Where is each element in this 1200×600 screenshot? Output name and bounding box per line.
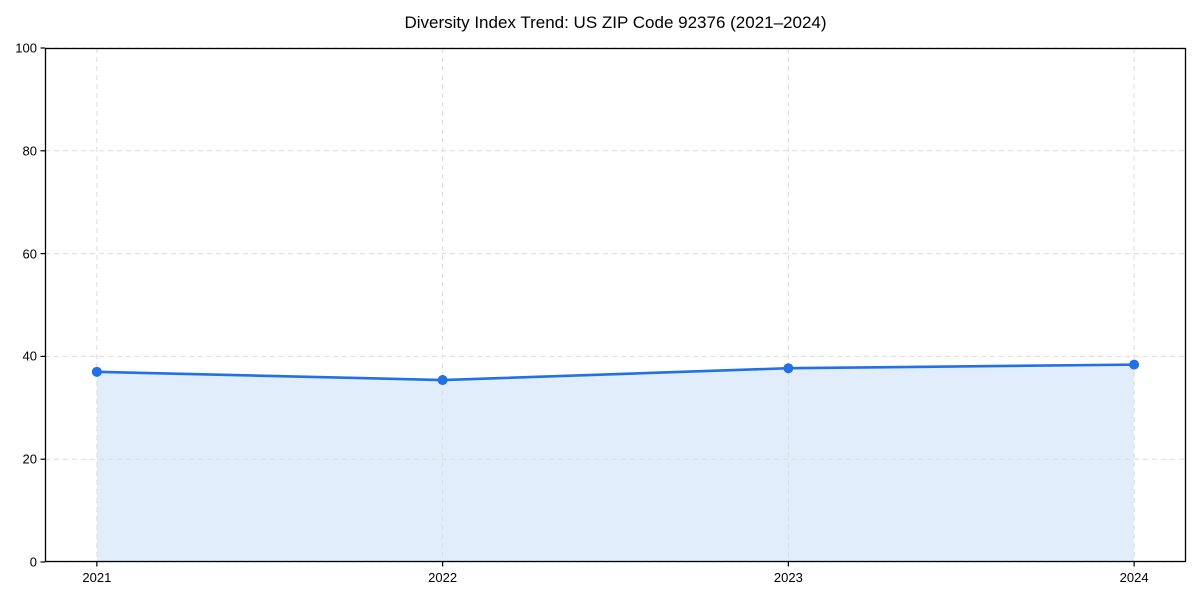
chart-title: Diversity Index Trend: US ZIP Code 92376…: [404, 13, 827, 32]
data-point-marker: [91, 366, 102, 377]
data-point-marker: [783, 363, 794, 374]
x-tick-label: 2024: [1119, 570, 1149, 585]
area-fill: [96, 364, 1135, 562]
y-tick-label: 60: [22, 246, 37, 262]
x-tick-label: 2021: [82, 570, 112, 585]
y-tick-label: 80: [22, 143, 37, 159]
y-tick-label: 0: [29, 554, 37, 570]
plot-canvas: [40, 47, 1187, 567]
trend-line: [95, 363, 1136, 382]
x-tick-label: 2023: [773, 570, 803, 585]
data-point-marker: [1129, 359, 1140, 370]
data-point-marker: [437, 375, 448, 386]
y-tick-label: 40: [22, 348, 37, 364]
x-tick-label: 2022: [428, 570, 458, 585]
y-tick-label: 20: [22, 451, 37, 467]
plot-area: [40, 47, 1187, 567]
y-tick-label: 100: [15, 40, 37, 56]
plot-border: [44, 47, 1187, 563]
